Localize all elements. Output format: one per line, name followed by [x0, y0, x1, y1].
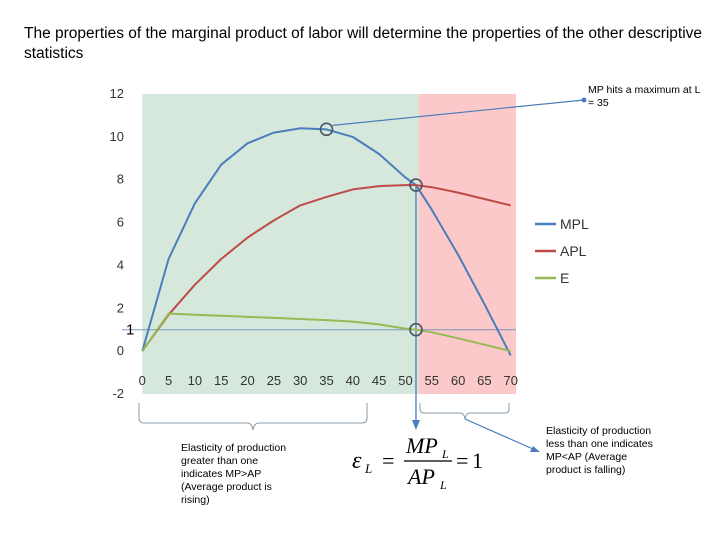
x-tick-label: 20 [240, 373, 254, 388]
x-tick-label: 15 [214, 373, 228, 388]
legend-label: MPL [560, 216, 589, 232]
x-tick-label: 30 [293, 373, 307, 388]
highlight-marker [409, 322, 423, 337]
y-tick-label: 12 [110, 86, 124, 101]
legend: MPL APL E [535, 216, 589, 286]
marker-circles [319, 122, 423, 337]
x-tick-label: 40 [346, 373, 360, 388]
elasticity-greater-annotation: Elasticity of production greater than on… [181, 442, 287, 506]
elasticity-less-arrow [464, 418, 534, 450]
x-tick-label: 65 [477, 373, 491, 388]
region-mp-less-ap [418, 94, 516, 394]
brace-right [419, 403, 510, 420]
formula-result: 1 [472, 448, 483, 473]
y-tick-labels: -2 0 2 4 6 8 10 12 [110, 86, 124, 401]
legend-label: E [560, 270, 569, 286]
slide-title: The properties of the marginal product o… [24, 25, 703, 62]
y-tick-label: 4 [117, 257, 124, 272]
x-tick-label: 45 [372, 373, 386, 388]
mp-max-callout-line [332, 99, 585, 126]
x-tick-label: 0 [139, 373, 146, 388]
y-tick-label: 8 [117, 172, 124, 187]
y-tick-label: 10 [110, 129, 124, 144]
elasticity-less-annotation: Elasticity of production less than one i… [546, 425, 653, 476]
y-tick-label: 0 [117, 343, 124, 358]
mp-max-annotation: MP hits a maximum at L = 35 [588, 84, 701, 109]
x-tick-label: 55 [425, 373, 439, 388]
x-tick-labels: 0 5 10 15 20 25 30 35 40 45 50 55 60 65 70 [139, 373, 518, 388]
series-line-mpl [141, 127, 512, 356]
series-line-e [141, 312, 511, 353]
x-tick-label: 50 [398, 373, 412, 388]
x-tick-label: 60 [451, 373, 465, 388]
region-mp-greater-ap [142, 94, 419, 394]
numerator-subscript: L [441, 447, 449, 461]
legend-label: APL [560, 243, 587, 259]
x-tick-label: 5 [165, 373, 172, 388]
y-tick-label: 2 [117, 300, 124, 315]
elasticity-formula-svg: ε L = MP L AP L = 1 [352, 433, 483, 492]
series-line-apl [141, 184, 511, 352]
epsilon-subscript: L [364, 461, 372, 476]
highlight-marker [319, 122, 334, 137]
equals-sign-2: = [456, 448, 468, 473]
x-tick-label: 25 [267, 373, 281, 388]
y-tick-label: 6 [117, 215, 124, 230]
highlight-marker [409, 178, 423, 192]
epsilon-symbol: ε [352, 448, 362, 474]
elasticity-less-arrow-head [530, 446, 540, 452]
x-tick-label: 70 [504, 373, 518, 388]
mp-max-callout-dot [581, 97, 587, 103]
y-tick-label: -2 [112, 386, 124, 401]
x-tick-label: 35 [319, 373, 333, 388]
x-tick-label: 10 [188, 373, 202, 388]
equals-sign-1: = [382, 448, 394, 473]
formula-numerator: MP [405, 433, 438, 458]
series-lines [141, 127, 512, 356]
vertical-arrow-head [411, 420, 420, 430]
formula-denominator: AP [406, 464, 435, 489]
denominator-subscript: L [439, 478, 447, 492]
brace-left [138, 403, 368, 431]
elasticity-formula: ε L = MP L AP L = 1 [348, 428, 488, 499]
unit-line-label: 1 [126, 322, 134, 339]
